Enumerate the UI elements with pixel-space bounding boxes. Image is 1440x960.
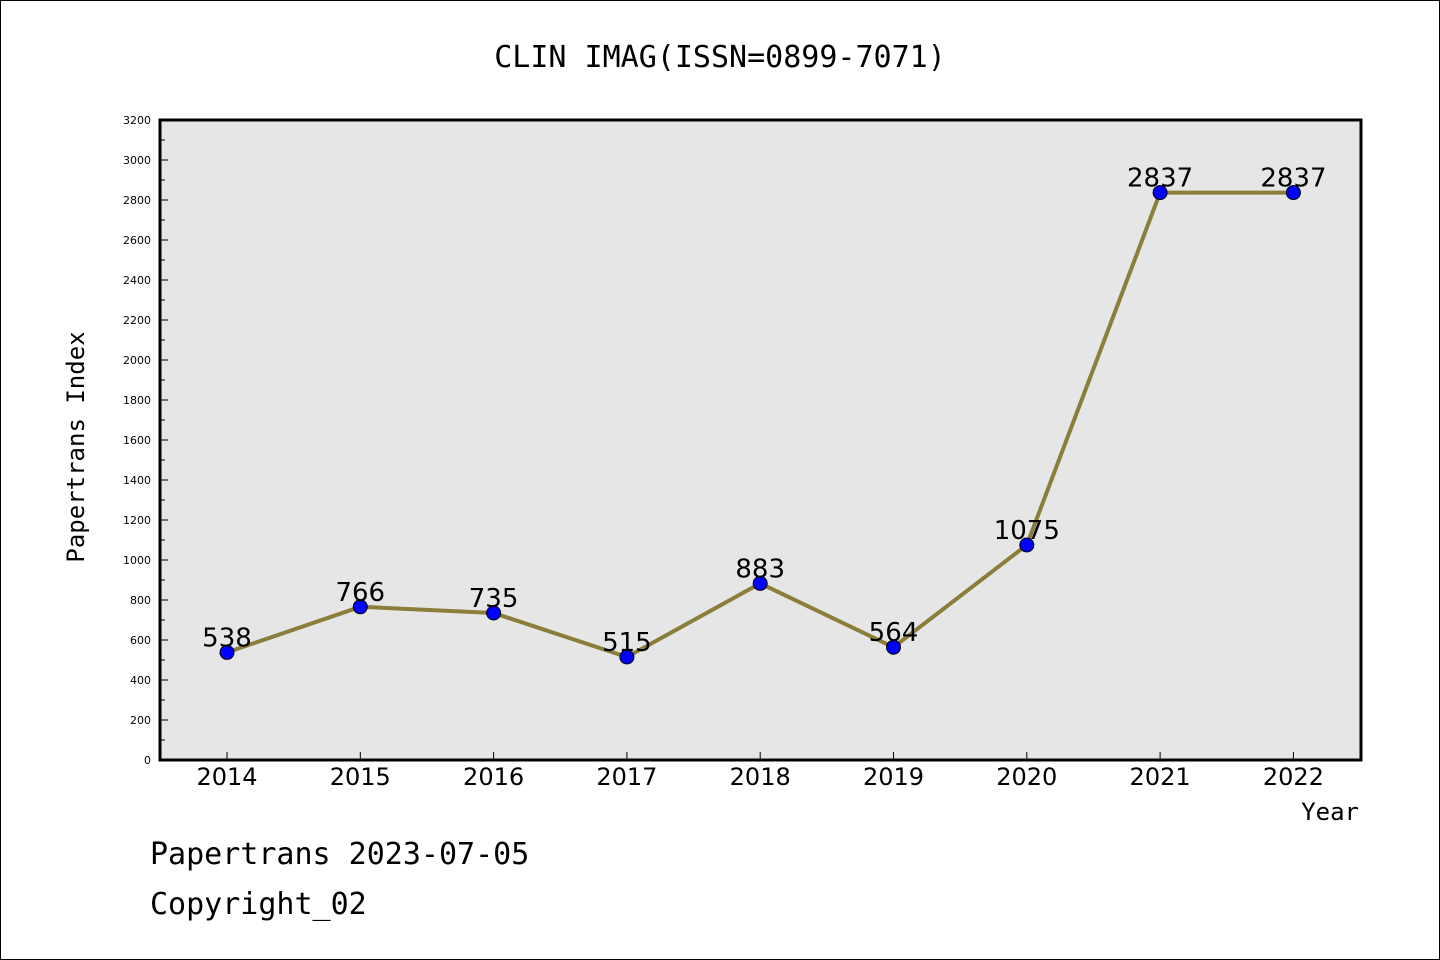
data-point xyxy=(352,599,368,615)
y-tick-label: 1400 xyxy=(123,474,151,487)
x-tick-label: 2014 xyxy=(196,763,257,791)
y-tick-label: 1800 xyxy=(123,394,151,407)
data-label: 515 xyxy=(602,628,652,658)
y-tick-label: 0 xyxy=(144,754,151,767)
y-tick-label: 2600 xyxy=(123,234,151,247)
data-label: 883 xyxy=(735,554,785,584)
y-tick-label: 2400 xyxy=(123,274,151,287)
y-tick-label: 2200 xyxy=(123,314,151,327)
y-tick-label: 1000 xyxy=(123,554,151,567)
data-point xyxy=(1019,537,1035,553)
x-tick-label: 2018 xyxy=(730,763,791,791)
y-tick-label: 2800 xyxy=(123,194,151,207)
y-tick-label: 1600 xyxy=(123,434,151,447)
x-tick-label: 2021 xyxy=(1130,763,1191,791)
x-axis-label: Year xyxy=(1301,798,1359,826)
x-tick-label: 2016 xyxy=(463,763,524,791)
data-point xyxy=(1152,185,1168,201)
y-tick-label: 3000 xyxy=(123,154,151,167)
data-label: 564 xyxy=(869,618,919,648)
data-label: 766 xyxy=(335,578,385,608)
series-group xyxy=(219,185,1301,665)
y-tick-label: 400 xyxy=(130,674,151,687)
x-tick-label: 2019 xyxy=(863,763,924,791)
x-tick-label: 2020 xyxy=(996,763,1057,791)
data-label: 735 xyxy=(469,584,519,614)
data-point xyxy=(1285,185,1301,201)
footer-copyright-text: Copyright_02 xyxy=(150,887,367,922)
x-tick-label: 2017 xyxy=(596,763,657,791)
data-point xyxy=(486,605,502,621)
data-point xyxy=(219,644,235,660)
y-tick-label: 1200 xyxy=(123,514,151,527)
data-point xyxy=(619,649,635,665)
data-point xyxy=(752,575,768,591)
y-tick-label: 600 xyxy=(130,634,151,647)
data-point xyxy=(886,639,901,655)
y-tick-label: 800 xyxy=(130,594,151,607)
x-axis: 2014 2015 2016 2017 2018 2019 2020 2021 2022 xyxy=(196,752,1324,791)
chart-title: CLIN IMAG(ISSN=0899-7071) xyxy=(494,40,946,75)
y-axis-label: Papertrans Index xyxy=(62,331,90,562)
y-tick-label: 200 xyxy=(130,714,151,727)
data-label: 2837 xyxy=(1127,164,1193,194)
footer-date-text: Papertrans 2023-07-05 xyxy=(150,837,529,872)
data-label: 538 xyxy=(202,623,252,653)
plot-area xyxy=(158,118,1363,762)
x-tick-label: 2022 xyxy=(1263,763,1324,791)
y-tick-label: 2000 xyxy=(123,354,151,367)
x-tick-label: 2015 xyxy=(330,763,391,791)
data-label: 2837 xyxy=(1260,164,1326,194)
data-labels-group: 538 766 735 515 883 564 1075 2837 2837 xyxy=(202,164,1326,658)
y-axis: 0 200 400 600 800 1000 1200 1400 1600 1800 2000 220… xyxy=(123,114,168,767)
y-tick-label: 3200 xyxy=(123,114,151,127)
data-label: 1075 xyxy=(994,516,1060,546)
